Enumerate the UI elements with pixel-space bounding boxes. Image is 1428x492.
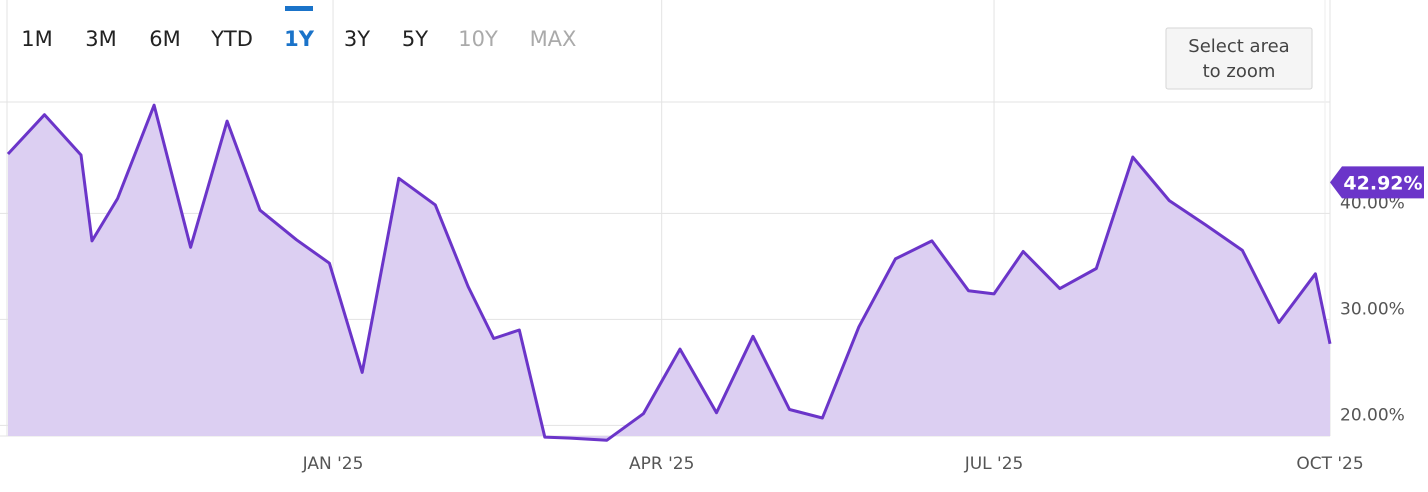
y-axis-labels: 20.00%30.00%40.00% [1340,193,1405,425]
y-tick-label: 30.00% [1340,299,1405,319]
range-button-1m[interactable]: 1M [21,27,52,51]
active-range-indicator [285,6,313,11]
range-button-3y[interactable]: 3Y [344,27,370,51]
last-value-badge-shape [1330,166,1424,199]
last-value-badge: 42.92% [1330,166,1424,199]
area-fill [8,105,1330,441]
range-button-1y[interactable]: 1Y [284,27,315,51]
range-toolbar: 1M 3M 6M YTD 1Y 3Y 5Y 10Y MAX [21,6,576,51]
select-area-zoom-button[interactable]: Select area to zoom [1165,27,1313,90]
range-button-ytd[interactable]: YTD [210,27,253,51]
x-tick-label: JAN '25 [302,454,364,474]
zoom-button-line2: to zoom [1203,61,1276,82]
range-button-10y[interactable]: 10Y [458,27,498,51]
x-tick-label: OCT '25 [1296,454,1363,474]
range-button-max[interactable]: MAX [530,27,577,51]
last-value-label: 42.92% [1343,172,1422,194]
x-tick-label: APR '25 [629,454,694,474]
x-tick-label: JUL '25 [964,454,1024,474]
x-axis-labels: JAN '25 APR '25 JUL '25 OCT '25 [302,454,1364,474]
range-button-3m[interactable]: 3M [85,27,116,51]
zoom-button-line1: Select area [1188,36,1289,57]
range-button-5y[interactable]: 5Y [402,27,428,51]
range-button-6m[interactable]: 6M [149,27,180,51]
y-tick-label: 20.00% [1340,405,1405,425]
series-line[interactable] [6,103,1332,442]
zoom-button-box[interactable] [1165,27,1313,90]
